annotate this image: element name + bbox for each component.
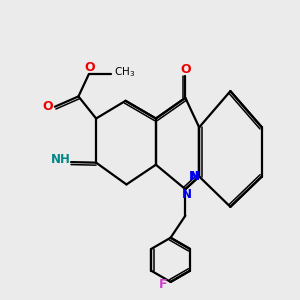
Text: N: N: [182, 188, 192, 201]
Text: F: F: [159, 278, 167, 291]
Text: N: N: [190, 170, 200, 183]
Text: O: O: [84, 61, 95, 74]
Text: O: O: [42, 100, 53, 113]
Text: NH: NH: [51, 153, 71, 166]
Text: O: O: [180, 63, 191, 76]
Text: N: N: [189, 170, 199, 183]
Text: CH$_3$: CH$_3$: [114, 65, 135, 79]
